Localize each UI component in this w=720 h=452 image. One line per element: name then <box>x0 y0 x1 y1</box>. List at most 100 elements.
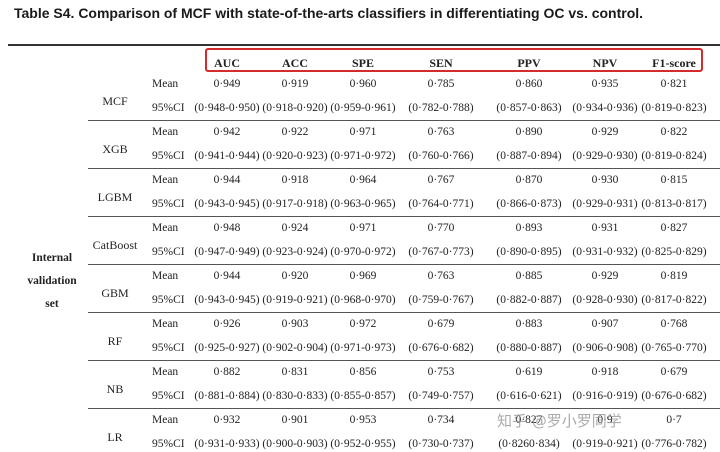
ci-cell: (0·906-0·908) <box>572 342 638 354</box>
ci-cell: (0·952-0·955) <box>330 438 396 450</box>
mean-cell: 0·948 <box>213 222 241 234</box>
mean-cell: 0·944 <box>213 270 241 282</box>
ci-cell: (0·866-0·873) <box>496 198 562 210</box>
mean-cell: 0·619 <box>515 366 543 378</box>
ci-cell: (0·882-0·887) <box>496 294 562 306</box>
model-name: GBM <box>101 286 129 300</box>
mean-cell: 0·870 <box>515 174 543 186</box>
mean-cell: 0·9 <box>597 414 613 426</box>
ci-cell: (0·929-0·931) <box>572 198 638 210</box>
ci-cell: (0·776-0·782) <box>641 438 707 450</box>
ci-cell: (0·817-0·822) <box>641 294 707 306</box>
ci-cell: (0·825-0·829) <box>641 246 707 258</box>
model-name: XGB <box>102 142 128 156</box>
mean-cell: 0·785 <box>427 78 455 90</box>
model-name: RF <box>107 334 123 348</box>
ci-label: 95%CI <box>152 294 185 306</box>
model-name: NB <box>106 382 124 396</box>
mean-cell: 0·734 <box>427 414 455 426</box>
ci-cell: (0·8260·834) <box>498 438 560 450</box>
ci-label: 95%CI <box>152 102 185 114</box>
row-separator <box>88 120 720 121</box>
mean-cell: 0·932 <box>213 414 241 426</box>
mean-cell: 0·763 <box>427 126 455 138</box>
mean-cell: 0·890 <box>515 126 543 138</box>
mean-cell: 0·753 <box>427 366 455 378</box>
ci-cell: (0·890-0·895) <box>496 246 562 258</box>
mean-cell: 0·929 <box>591 270 619 282</box>
ci-cell: (0·919-0·921) <box>572 438 638 450</box>
mean-cell: 0·827 <box>515 414 543 426</box>
ci-cell: (0·764-0·771) <box>408 198 474 210</box>
mean-label: Mean <box>152 270 179 282</box>
mean-cell: 0·831 <box>281 366 309 378</box>
mean-cell: 0·901 <box>281 414 309 426</box>
mean-cell: 0·907 <box>591 318 619 330</box>
ci-label: 95%CI <box>152 438 185 450</box>
column-header: SPE <box>351 56 375 70</box>
row-separator <box>88 216 720 217</box>
ci-cell: (0·813-0·817) <box>641 198 707 210</box>
column-header: F1-score <box>652 56 696 70</box>
mean-label: Mean <box>152 366 179 378</box>
ci-label: 95%CI <box>152 150 185 162</box>
model-name: MCF <box>102 94 128 108</box>
ci-cell: (0·782-0·788) <box>408 102 474 114</box>
mean-cell: 0·969 <box>349 270 377 282</box>
table-title: Table S4. Comparison of MCF with state-o… <box>14 5 644 21</box>
mean-cell: 0·7 <box>666 414 682 426</box>
mean-cell: 0·815 <box>660 174 688 186</box>
ci-cell: (0·676-0·682) <box>641 390 707 402</box>
ci-cell: (0·765-0·770) <box>641 342 707 354</box>
row-separator <box>88 408 720 409</box>
section-label: Internal validation set <box>20 247 84 316</box>
mean-cell: 0·949 <box>213 78 241 90</box>
ci-cell: (0·968-0·970) <box>330 294 396 306</box>
mean-cell: 0·819 <box>660 270 688 282</box>
mean-label: Mean <box>152 414 179 426</box>
mean-cell: 0·971 <box>349 126 377 138</box>
ci-cell: (0·616-0·621) <box>496 390 562 402</box>
ci-cell: (0·919-0·921) <box>262 294 328 306</box>
ci-cell: (0·931-0·932) <box>572 246 638 258</box>
ci-cell: (0·970-0·972) <box>330 246 396 258</box>
mean-cell: 0·893 <box>515 222 543 234</box>
model-name: LGBM <box>97 190 133 204</box>
ci-cell: (0·934-0·936) <box>572 102 638 114</box>
ci-cell: (0·887-0·894) <box>496 150 562 162</box>
section-label-line-2: validation set <box>27 275 77 310</box>
top-rule <box>8 44 720 46</box>
mean-cell: 0·918 <box>281 174 309 186</box>
mean-cell: 0·767 <box>427 174 455 186</box>
ci-cell: (0·925-0·927) <box>194 342 260 354</box>
mean-cell: 0·924 <box>281 222 309 234</box>
ci-cell: (0·900-0·903) <box>262 438 328 450</box>
mean-cell: 0·918 <box>591 366 619 378</box>
ci-cell: (0·929-0·930) <box>572 150 638 162</box>
ci-cell: (0·730-0·737) <box>408 438 474 450</box>
ci-cell: (0·959-0·961) <box>330 102 396 114</box>
ci-cell: (0·902-0·904) <box>262 342 328 354</box>
watermark-text: 知乎 @罗小罗同学 <box>497 412 622 430</box>
ci-cell: (0·928-0·930) <box>572 294 638 306</box>
column-header: AUC <box>214 56 240 70</box>
mean-cell: 0·822 <box>660 126 688 138</box>
ci-cell: (0·857-0·863) <box>496 102 562 114</box>
ci-label: 95%CI <box>152 246 185 258</box>
mean-cell: 0·930 <box>591 174 619 186</box>
ci-cell: (0·947-0·949) <box>194 246 260 258</box>
ci-cell: (0·767-0·773) <box>408 246 474 258</box>
mean-cell: 0·885 <box>515 270 543 282</box>
mean-cell: 0·883 <box>515 318 543 330</box>
row-separator <box>88 360 720 361</box>
column-header: ACC <box>282 56 308 70</box>
ci-label: 95%CI <box>152 198 185 210</box>
mean-label: Mean <box>152 78 179 90</box>
mean-cell: 0·920 <box>281 270 309 282</box>
ci-cell: (0·943-0·945) <box>194 198 260 210</box>
ci-cell: (0·676-0·682) <box>408 342 474 354</box>
ci-cell: (0·941-0·944) <box>194 150 260 162</box>
ci-cell: (0·971-0·973) <box>330 342 396 354</box>
ci-cell: (0·759-0·767) <box>408 294 474 306</box>
ci-label: 95%CI <box>152 390 185 402</box>
